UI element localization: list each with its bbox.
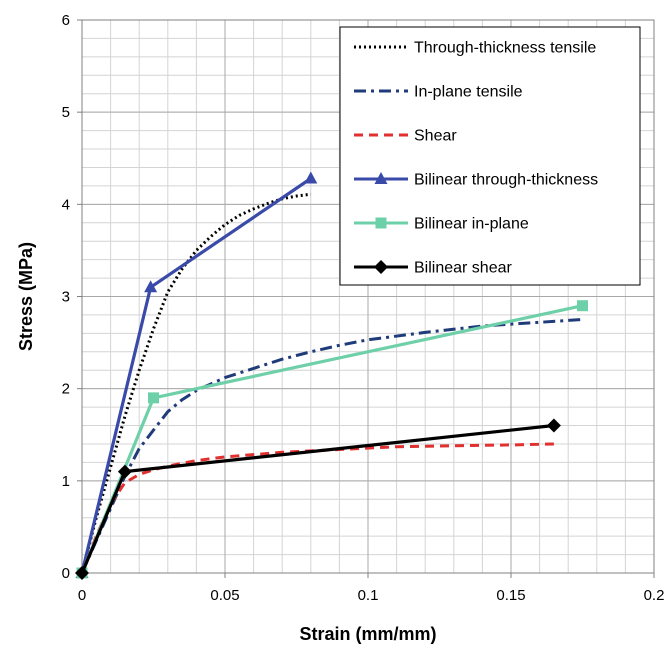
y-tick-label: 6 <box>62 12 70 29</box>
x-axis-title: Strain (mm/mm) <box>299 624 436 644</box>
legend-item-shear: Shear <box>354 128 457 145</box>
legend-label: Bilinear shear <box>414 260 513 277</box>
y-axis-title: Stress (MPa) <box>16 242 36 351</box>
data-point-bilinear-through-thickness <box>304 171 318 184</box>
y-tick-label: 0 <box>62 565 70 582</box>
series-layer <box>75 171 588 580</box>
y-tick-label: 5 <box>62 104 70 121</box>
series-bilinear-shear <box>75 418 561 580</box>
legend-item-bilinear-shear: Bilinear shear <box>354 260 513 277</box>
legend-marker <box>374 260 388 274</box>
series-shear <box>80 442 554 574</box>
y-axis-ticks: 0 1 2 3 4 5 6 <box>62 12 82 582</box>
x-tick-label: 0.15 <box>496 587 525 604</box>
data-point-bilinear-in-plane <box>148 392 159 404</box>
y-tick-label: 2 <box>62 381 70 398</box>
data-point-bilinear-through-thickness <box>144 280 158 293</box>
data-point-bilinear-in-plane <box>577 300 588 312</box>
x-tick-label: 0 <box>78 587 86 604</box>
legend-marker <box>375 217 387 229</box>
data-point-bilinear-shear <box>117 464 132 479</box>
series-line-through-thickness-tensile <box>80 192 311 574</box>
legend-label: In-plane tensile <box>414 84 523 101</box>
series-line-shear <box>80 442 554 574</box>
x-tick-label: 0.1 <box>358 587 379 604</box>
legend-label: Through-thickness tensile <box>414 40 596 57</box>
legend-item-bilinear-in-plane: Bilinear in-plane <box>354 216 529 233</box>
series-line-bilinear-in-plane <box>80 304 583 574</box>
legend-item-in-plane-tensile: In-plane tensile <box>354 84 523 101</box>
legend: Through-thickness tensile In-plane tensil… <box>339 26 641 286</box>
legend-box <box>339 26 641 286</box>
legend-label: Shear <box>414 128 457 145</box>
legend-label: Bilinear in-plane <box>414 216 529 233</box>
series-through-thickness-tensile <box>80 192 311 574</box>
y-tick-label: 3 <box>62 289 70 306</box>
x-axis-ticks: 0 0.05 0.1 0.15 0.2 <box>78 573 665 604</box>
legend-item-bilinear-through-thickness: Bilinear through-thickness <box>354 172 598 189</box>
x-tick-label: 0.05 <box>210 587 239 604</box>
legend-item-through-thickness-tensile: Through-thickness tensile <box>354 40 596 57</box>
legend-marker <box>374 172 388 184</box>
data-point-bilinear-shear <box>546 418 561 433</box>
y-tick-label: 4 <box>62 196 70 213</box>
x-tick-label: 0.2 <box>644 587 665 604</box>
y-tick-label: 1 <box>62 473 70 490</box>
legend-label: Bilinear through-thickness <box>414 172 598 189</box>
data-point-bilinear-shear <box>75 566 89 580</box>
